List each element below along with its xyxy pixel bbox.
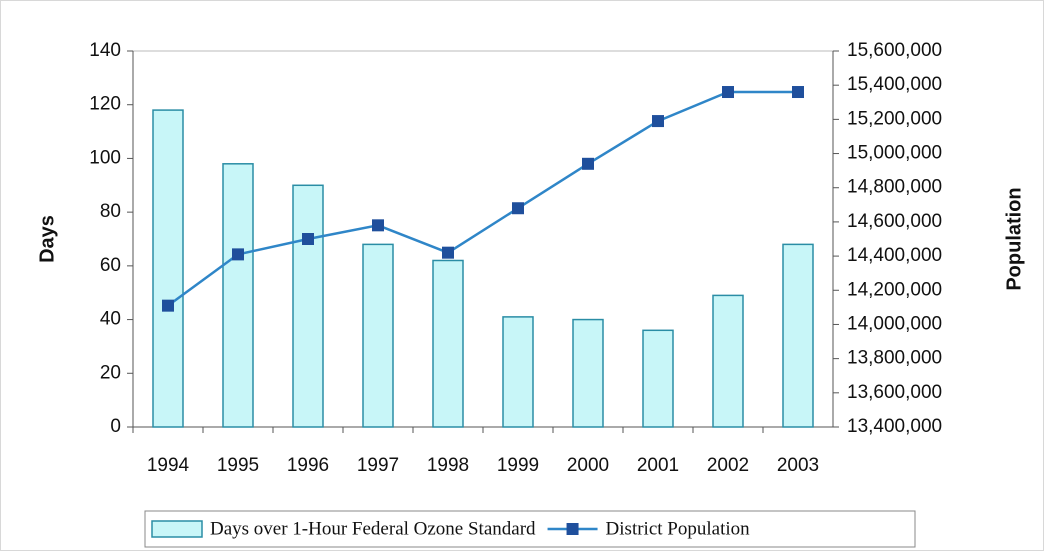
y2-tick-label: 14,000,000 xyxy=(847,313,942,334)
bar xyxy=(712,294,744,428)
y2-tick-label: 15,200,000 xyxy=(847,108,942,129)
marker xyxy=(232,248,244,261)
y2-axis-label: Population xyxy=(1003,187,1025,290)
line xyxy=(167,90,798,307)
bar xyxy=(502,316,534,428)
y-axis-label: Days xyxy=(36,215,58,263)
y2-tick-label: 13,800,000 xyxy=(847,348,942,369)
y-tick-label: 120 xyxy=(89,94,121,115)
bar xyxy=(292,184,324,428)
marker xyxy=(442,246,454,259)
legend-marker xyxy=(566,523,579,535)
marker xyxy=(302,233,314,245)
marker xyxy=(162,299,174,312)
y2-tick-label: 13,600,000 xyxy=(847,382,942,403)
y2-tick-label: 13,400,000 xyxy=(847,416,942,437)
x-tick-label: 1994 xyxy=(147,455,190,476)
x-tick-label: 2000 xyxy=(567,455,609,476)
marker xyxy=(582,157,594,170)
legend-label: District Population xyxy=(606,518,751,539)
y2-tick-label: 15,400,000 xyxy=(847,74,942,95)
x-tick-label: 1998 xyxy=(427,455,469,476)
marker xyxy=(652,115,664,128)
y-tick-label: 20 xyxy=(100,362,121,383)
x-tick-label: 2001 xyxy=(637,455,679,476)
bar xyxy=(362,243,394,428)
y-tick-label: 40 xyxy=(100,309,121,330)
y2-tick-label: 14,200,000 xyxy=(847,279,942,300)
legend-swatch xyxy=(151,520,203,538)
bar xyxy=(642,329,674,428)
bar xyxy=(572,318,604,428)
legend-label: Days over 1-Hour Federal Ozone Standard xyxy=(210,518,536,539)
y-tick-label: 100 xyxy=(89,147,121,168)
y2-tick-label: 15,000,000 xyxy=(847,143,942,164)
y2-tick-label: 14,800,000 xyxy=(847,177,942,198)
bar xyxy=(782,243,814,428)
legend xyxy=(144,510,916,548)
x-tick-label: 1996 xyxy=(287,455,329,476)
marker xyxy=(512,202,524,215)
bar xyxy=(432,259,464,428)
y-tick-label: 0 xyxy=(110,416,121,437)
marker xyxy=(722,86,734,99)
x-tick-label: 1995 xyxy=(217,455,259,476)
y2-tick-label: 14,400,000 xyxy=(847,245,942,266)
y-tick-label: 80 xyxy=(100,201,121,222)
y2-tick-label: 15,600,000 xyxy=(847,40,942,61)
x-tick-label: 1999 xyxy=(497,455,539,476)
marker xyxy=(792,86,804,99)
y-tick-label: 140 xyxy=(89,40,121,61)
x-tick-label: 1997 xyxy=(357,455,399,476)
marker xyxy=(372,219,384,232)
bar xyxy=(152,109,184,428)
y2-tick-label: 14,600,000 xyxy=(847,211,942,232)
x-tick-label: 2002 xyxy=(707,455,749,476)
y-tick-label: 60 xyxy=(100,255,121,276)
x-tick-label: 2003 xyxy=(777,455,819,476)
bar xyxy=(222,163,254,428)
